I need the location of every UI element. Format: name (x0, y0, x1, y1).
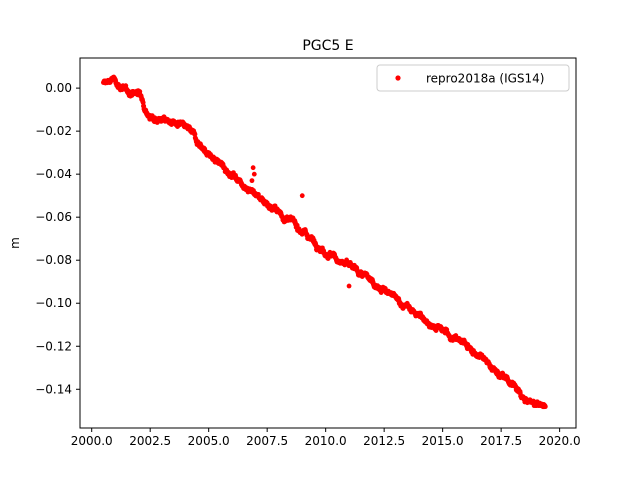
x-tick-label: 2007.5 (246, 434, 288, 448)
y-axis-label: m (8, 237, 22, 249)
data-point-outlier (346, 283, 352, 289)
y-axis: 0.00 −0.02 −0.04 −0.06 −0.08 −0.10 −0.12 −0.14 (35, 81, 80, 396)
x-tick-label: 2000.0 (71, 434, 113, 448)
y-tick-label: −0.14 (35, 382, 72, 396)
y-tick-label: −0.08 (35, 253, 72, 267)
x-tick-label: 2020.0 (539, 434, 581, 448)
legend-marker (395, 75, 401, 81)
x-tick-label: 2002.5 (129, 434, 171, 448)
y-tick-label: −0.04 (35, 167, 72, 181)
y-tick-label: −0.06 (35, 210, 72, 224)
x-tick-label: 2015.0 (422, 434, 464, 448)
legend: repro2018a (IGS14) (376, 64, 570, 92)
x-tick-label: 2010.0 (305, 434, 347, 448)
x-axis: 2000.0 2002.5 2005.0 2007.5 2010.0 2012.5 2015… (71, 428, 581, 448)
y-tick-label: −0.12 (35, 339, 72, 353)
data-point (192, 131, 198, 137)
data-point-outlier (250, 165, 256, 171)
chart-title: PGC5 E (302, 38, 353, 54)
plot-frame (79, 57, 577, 429)
data-point-outlier (249, 178, 255, 184)
data-point (542, 404, 548, 410)
legend-label: repro2018a (IGS14) (426, 72, 544, 86)
x-tick-label: 2012.5 (363, 434, 405, 448)
y-tick-label: −0.02 (35, 124, 72, 138)
y-tick-label: 0.00 (45, 81, 72, 95)
x-tick-label: 2017.5 (480, 434, 522, 448)
x-tick-label: 2005.0 (188, 434, 230, 448)
data-point-outlier (299, 193, 305, 199)
data-point-outlier (251, 171, 257, 177)
y-tick-label: −0.10 (35, 296, 72, 310)
legend-box (376, 64, 570, 92)
data-points (101, 74, 548, 410)
